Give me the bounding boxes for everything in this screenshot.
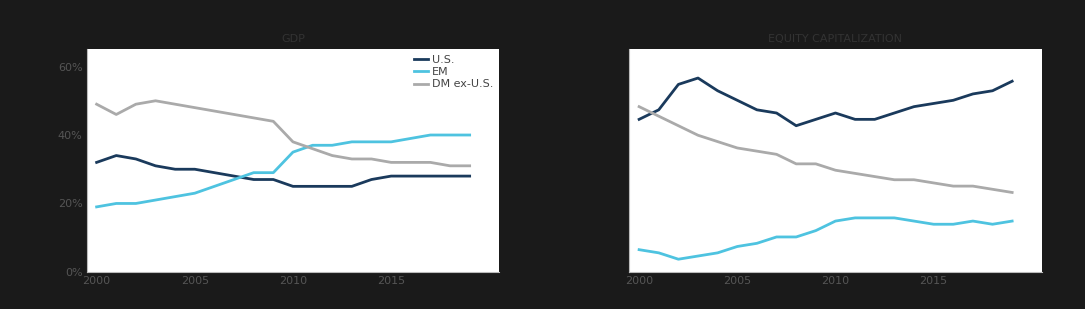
Title: EQUITY CAPITALIZATION: EQUITY CAPITALIZATION xyxy=(768,35,903,44)
Title: GDP: GDP xyxy=(281,35,305,44)
Legend: U.S., EM, DM ex-U.S.: U.S., EM, DM ex-U.S. xyxy=(414,55,494,89)
